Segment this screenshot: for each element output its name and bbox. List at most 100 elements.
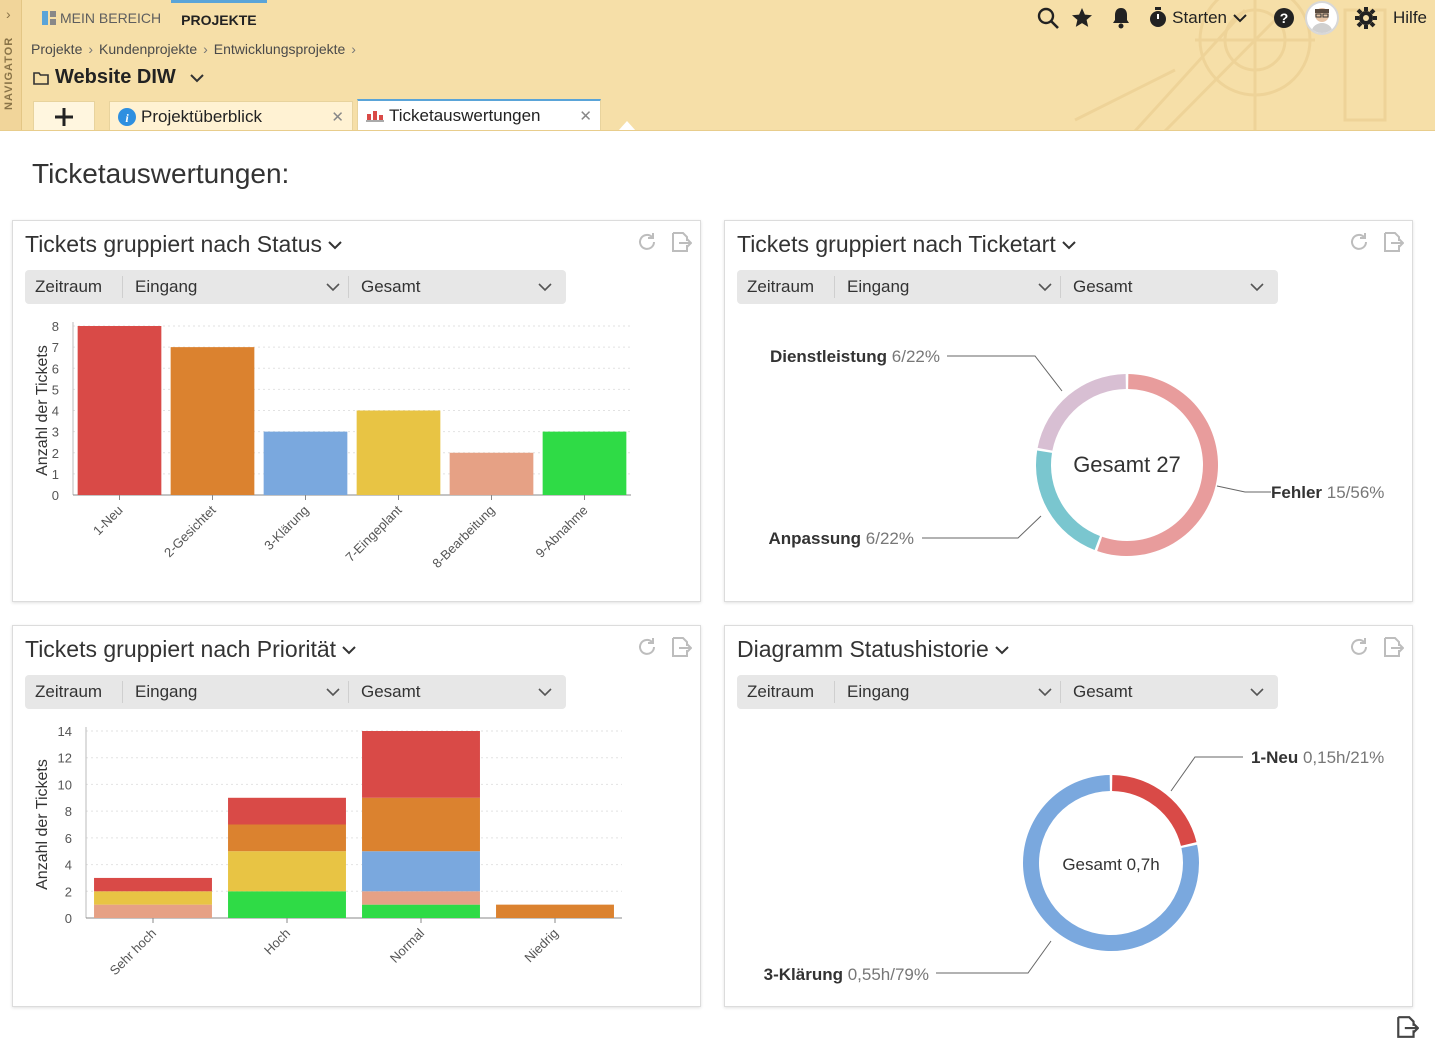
navigator-rail[interactable]: › NAVIGATOR <box>0 0 22 130</box>
card-title[interactable]: Diagramm Statushistorie <box>737 636 1009 663</box>
y-tick-label: 0 <box>65 911 72 926</box>
gesamt-select[interactable]: Gesamt <box>349 682 566 702</box>
avatar[interactable] <box>1304 1 1339 35</box>
card-title-text: Tickets gruppiert nach Status <box>25 231 323 257</box>
card-tools <box>636 636 693 663</box>
eingang-select[interactable]: Eingang <box>123 276 349 298</box>
slice-name: Dienstleistung <box>770 347 892 366</box>
start-timer-button[interactable]: Starten <box>1148 7 1247 29</box>
y-tick-label: 0 <box>52 488 59 503</box>
bar <box>542 431 627 495</box>
tab-pointer <box>618 121 636 130</box>
chevron-right-icon[interactable]: › <box>6 6 11 22</box>
card-title[interactable]: Tickets gruppiert nach Status <box>25 231 342 258</box>
search-icon[interactable] <box>1036 6 1060 30</box>
tab-mein-bereich[interactable]: MEIN BEREICH <box>32 0 171 36</box>
bar-segment <box>362 851 480 892</box>
y-tick-label: 12 <box>58 751 72 766</box>
x-tick-label: 3-Klärung <box>261 503 311 553</box>
refresh-icon[interactable] <box>636 231 658 258</box>
gesamt-select[interactable]: Gesamt <box>1061 277 1278 297</box>
bar-segment <box>94 877 212 892</box>
info-icon: i <box>118 107 136 126</box>
chevron-down-icon <box>538 283 552 292</box>
donut-slice <box>1112 775 1197 846</box>
gear-icon[interactable] <box>1354 7 1377 29</box>
export-icon[interactable] <box>1395 1015 1420 1044</box>
card-title[interactable]: Tickets gruppiert nach Priorität <box>25 636 356 663</box>
star-icon[interactable] <box>1070 6 1094 30</box>
donut-center-label: Gesamt 0,7h <box>1062 855 1159 874</box>
chevron-down-icon[interactable] <box>342 645 356 655</box>
tab-ticketauswertungen[interactable]: Ticketauswertungen ✕ <box>357 99 601 130</box>
eingang-select[interactable]: Eingang <box>835 276 1061 298</box>
project-title-text: Website DIW <box>55 66 176 88</box>
plus-icon <box>55 107 73 126</box>
tab-projekte[interactable]: PROJEKTE <box>171 0 267 36</box>
y-axis-label: Anzahl der Tickets <box>34 345 51 476</box>
add-tab-button[interactable] <box>33 101 95 130</box>
chevron-down-icon <box>1250 283 1264 292</box>
bar-segment <box>94 904 212 918</box>
tab-projektueberblick[interactable]: i Projektüberblick ✕ <box>109 101 353 130</box>
tab-ticketauswertungen-label: Ticketauswertungen <box>389 106 541 125</box>
close-icon[interactable]: ✕ <box>579 108 592 125</box>
slice-value: 0,15h/21% <box>1303 748 1384 767</box>
eingang-value: Eingang <box>135 682 198 701</box>
x-tick-label: 7-Eingeplant <box>342 502 404 564</box>
card-title[interactable]: Tickets gruppiert nach Ticketart <box>737 231 1076 258</box>
bell-icon[interactable] <box>1110 6 1132 30</box>
chevron-down-icon <box>1038 688 1052 697</box>
bar-segment <box>94 891 212 905</box>
export-icon[interactable] <box>670 231 693 258</box>
tab-mein-bereich-label: MEIN BEREICH <box>60 10 162 26</box>
x-tick-label: 1-Neu <box>90 503 126 539</box>
leader-line <box>947 355 1063 392</box>
slice-label: Dienstleistung 6/22% <box>770 347 940 366</box>
filter-bar: Zeitraum Eingang Gesamt <box>737 675 1278 709</box>
zeitraum-label: Zeitraum <box>25 276 123 298</box>
chevron-down-icon[interactable] <box>190 73 204 83</box>
export-icon[interactable] <box>670 636 693 663</box>
eingang-select[interactable]: Eingang <box>835 681 1061 703</box>
export-icon[interactable] <box>1382 231 1405 258</box>
breadcrumb-item[interactable]: Projekte <box>31 41 83 57</box>
close-icon[interactable]: ✕ <box>331 109 344 126</box>
refresh-icon[interactable] <box>636 636 658 663</box>
leader-line <box>1216 485 1271 493</box>
refresh-icon[interactable] <box>1348 636 1370 663</box>
gesamt-select[interactable]: Gesamt <box>349 277 566 297</box>
slice-name: 1-Neu <box>1251 748 1303 767</box>
y-tick-label: 10 <box>58 777 72 792</box>
eingang-value: Eingang <box>847 682 910 701</box>
gesamt-select[interactable]: Gesamt <box>1061 682 1278 702</box>
donut-center-label: Gesamt 27 <box>1073 452 1181 477</box>
y-tick-label: 8 <box>65 804 72 819</box>
chevron-down-icon[interactable] <box>1062 240 1076 250</box>
question-icon[interactable]: ? <box>1273 7 1295 29</box>
help-link[interactable]: Hilfe <box>1392 8 1427 27</box>
refresh-icon[interactable] <box>1348 231 1370 258</box>
project-title[interactable]: Website DIW <box>33 66 204 89</box>
y-axis-label: Anzahl der Tickets <box>34 759 51 890</box>
svg-text:?: ? <box>1280 10 1289 26</box>
chevron-down-icon <box>1250 688 1264 697</box>
chevron-down-icon[interactable] <box>328 240 342 250</box>
y-tick-label: 2 <box>52 446 59 461</box>
bar <box>263 431 348 495</box>
breadcrumb-item[interactable]: Kundenprojekte <box>99 41 198 57</box>
donut-slice <box>1037 374 1126 451</box>
export-icon[interactable] <box>1382 636 1405 663</box>
chevron-down-icon[interactable] <box>995 645 1009 655</box>
y-tick-label: 4 <box>65 858 72 873</box>
bar-segment <box>362 731 480 798</box>
ticketart-chart-card: Tickets gruppiert nach Ticketart Zeitrau… <box>724 220 1413 602</box>
breadcrumb-item[interactable]: Entwicklungsprojekte <box>213 41 346 57</box>
eingang-select[interactable]: Eingang <box>123 681 349 703</box>
app-header: › NAVIGATOR MEIN BEREICH PROJEKTE Projek… <box>0 0 1435 131</box>
donut-slice <box>1036 450 1100 551</box>
svg-text:i: i <box>125 111 129 125</box>
chevron-down-icon <box>538 688 552 697</box>
y-tick-label: 2 <box>65 884 72 899</box>
bar <box>356 410 441 495</box>
